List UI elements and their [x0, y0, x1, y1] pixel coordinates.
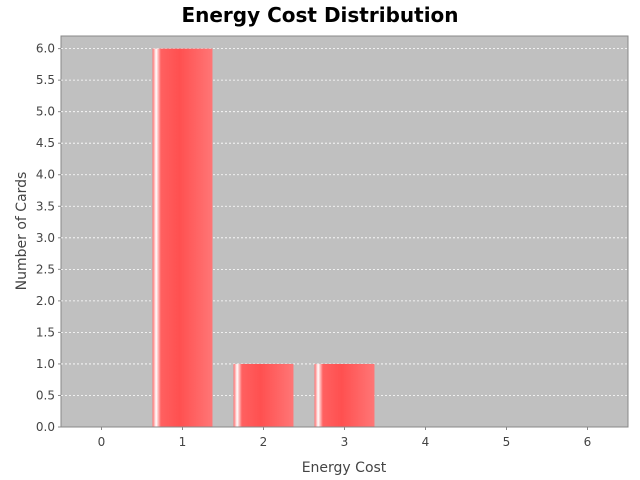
- x-tick-label: 0: [98, 435, 106, 449]
- y-tick-label: 2.5: [36, 262, 55, 276]
- y-axis-ticks: 0.0 0.5 1.0 1.5 2.0 2.5 3.0 3.5 4.0 4.5 5.0 5.5 6.0: [36, 42, 61, 434]
- y-tick-label: 4.5: [36, 136, 55, 150]
- y-tick-label: 1.5: [36, 325, 55, 339]
- chart-title: Energy Cost Distribution: [181, 3, 458, 27]
- bar-energy-1: [152, 48, 213, 427]
- x-axis-ticks: 0 1 2 3 4 5 6: [98, 427, 592, 449]
- y-tick-label: 1.0: [36, 357, 55, 371]
- x-tick-label: 3: [341, 435, 349, 449]
- x-tick-label: 1: [179, 435, 187, 449]
- x-tick-label: 4: [422, 435, 430, 449]
- y-tick-label: 6.0: [36, 42, 55, 56]
- y-tick-label: 4.0: [36, 168, 55, 182]
- x-tick-label: 5: [503, 435, 511, 449]
- y-tick-label: 0.0: [36, 420, 55, 434]
- y-tick-label: 3.0: [36, 231, 55, 245]
- y-tick-label: 2.0: [36, 294, 55, 308]
- y-axis-label: Number of Cards: [14, 172, 30, 291]
- x-tick-label: 6: [584, 435, 592, 449]
- bar-energy-2: [233, 363, 294, 427]
- x-tick-label: 2: [260, 435, 268, 449]
- bars: [152, 48, 375, 427]
- x-axis-label: Energy Cost: [302, 460, 387, 476]
- y-tick-label: 5.5: [36, 73, 55, 87]
- bar-energy-3: [314, 363, 375, 427]
- gridlines: [61, 48, 628, 396]
- y-tick-label: 3.5: [36, 199, 55, 213]
- y-tick-label: 0.5: [36, 388, 55, 402]
- y-tick-label: 5.0: [36, 105, 55, 119]
